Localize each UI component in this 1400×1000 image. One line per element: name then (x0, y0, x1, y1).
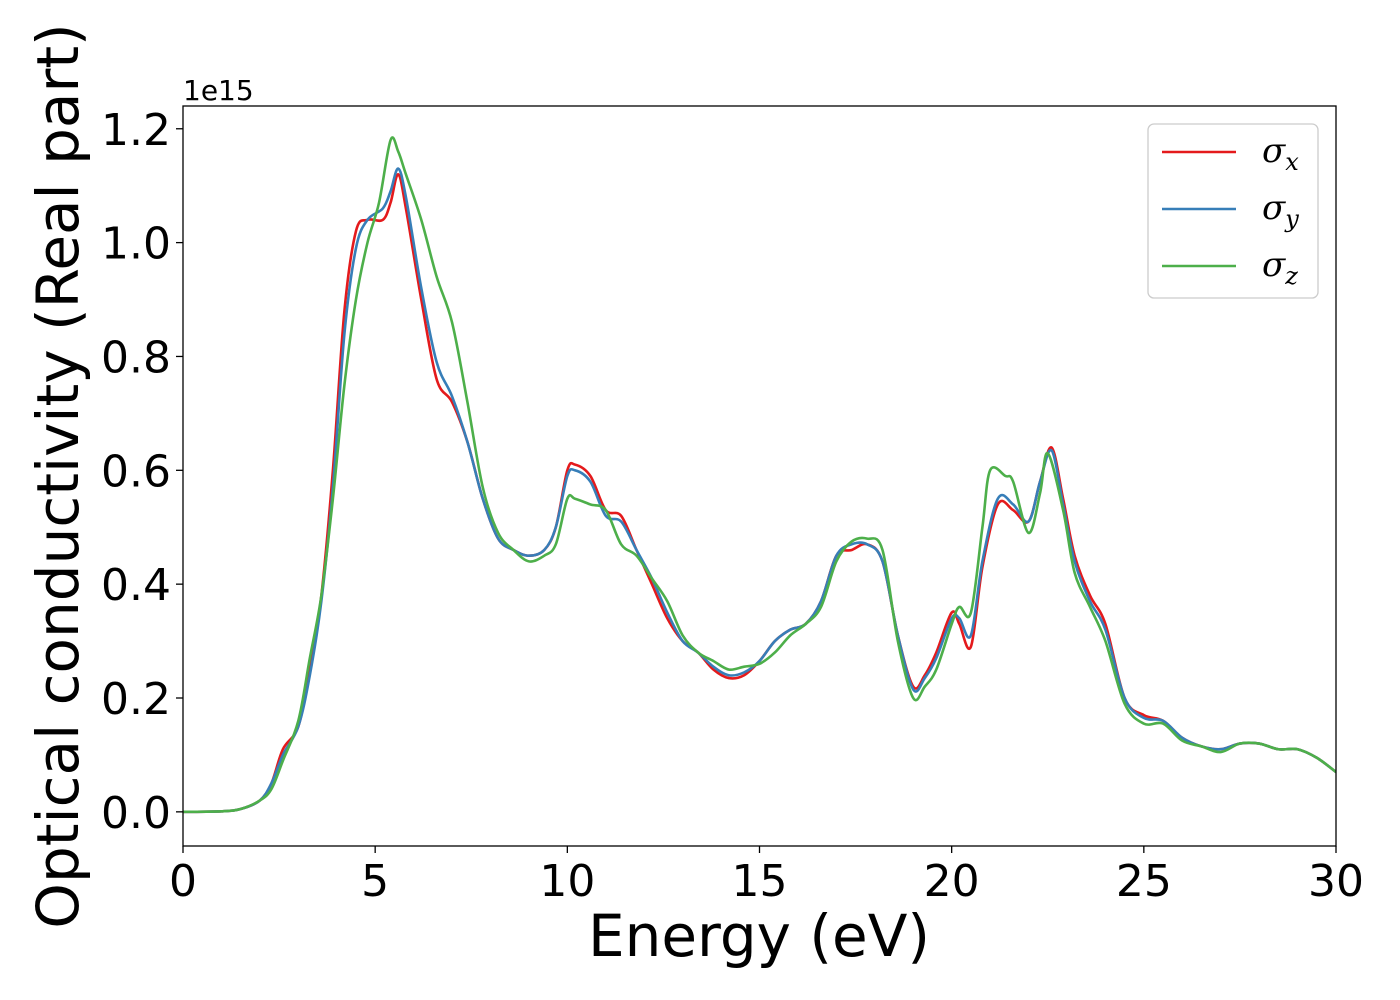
legend-subscript: x (1285, 148, 1299, 176)
x-tick-label: 30 (1308, 856, 1364, 907)
x-tick-label: 0 (169, 856, 197, 907)
legend-label-y: σy (1262, 188, 1299, 233)
legend-box (1147, 123, 1319, 299)
x-axis-title: Energy (eV) (588, 902, 930, 970)
x-axis: 0 5 10 15 20 25 30 (169, 846, 1364, 907)
x-tick-label: 20 (924, 856, 980, 907)
y-axis: 0.0 0.2 0.4 0.6 0.8 1.0 1.2 (101, 105, 183, 839)
y-tick-label: 1.2 (101, 105, 171, 156)
y-tick-label: 0.0 (101, 788, 171, 839)
y-tick-label: 0.8 (101, 332, 171, 383)
x-tick-label: 10 (539, 856, 595, 907)
y-axis-title: Optical conductivity (Real part) (24, 23, 92, 928)
x-tick-label: 25 (1116, 856, 1172, 907)
y-tick-label: 1.0 (101, 219, 171, 270)
y-offset-label: 1e15 (183, 74, 254, 107)
legend-symbol: σ (1262, 131, 1286, 171)
x-tick-label: 15 (732, 856, 788, 907)
legend-subscript: y (1284, 205, 1299, 233)
legend-symbol: σ (1262, 245, 1286, 285)
series-line-z (183, 136, 1336, 814)
y-tick-label: 0.6 (101, 446, 171, 497)
plot-lines (183, 136, 1336, 814)
x-tick-label: 5 (361, 856, 389, 907)
y-tick-label: 0.2 (101, 674, 171, 725)
legend-subscript: z (1284, 262, 1298, 290)
y-tick-label: 0.4 (101, 560, 171, 611)
legend-symbol: σ (1262, 188, 1286, 228)
legend-label-z: σz (1262, 245, 1298, 290)
series-line-y (183, 167, 1336, 814)
legend-label-x: σx (1262, 131, 1299, 176)
